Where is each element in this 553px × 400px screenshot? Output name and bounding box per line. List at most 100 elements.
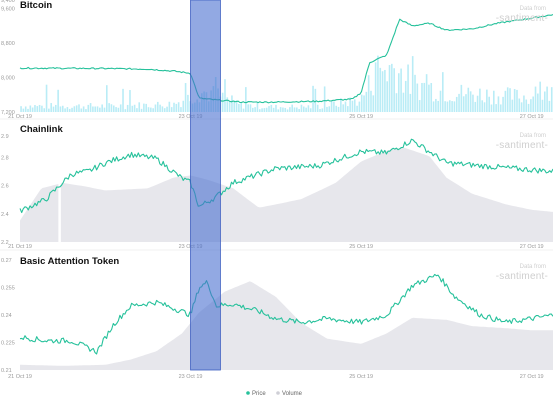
volume-bar [73,106,76,112]
volume-bar [293,107,296,112]
panel-title: Basic Attention Token [20,256,119,267]
volume-bar [261,108,263,112]
volume-bar [360,94,363,112]
volume-bar [391,63,393,112]
volume-bar [300,104,303,112]
x-tick-label: 27 Oct 19 [520,374,544,380]
volume-bar [152,108,154,112]
volume-bar [41,105,43,112]
volume-bar [439,90,442,112]
volume-bar [27,108,29,112]
price-line [19,138,553,214]
volume-area [20,147,553,242]
watermark-data-from: Data from [520,6,546,12]
volume-bar [94,106,97,112]
panel-title: Chainlink [20,124,63,135]
volume-bar [89,103,92,112]
volume-bar [161,106,164,112]
volume-bar [347,106,349,112]
volume-bar [80,108,83,112]
volume-bar [101,104,103,112]
volume-bar [458,93,460,112]
volume-bar [330,100,333,112]
volume-bar [245,87,247,112]
volume-bar [34,105,36,112]
volume-bar [99,107,101,112]
volume-bar [340,98,342,112]
volume-bar [108,103,110,112]
volume-bar [124,109,127,112]
volume-bar [446,101,449,112]
volume-bar [409,93,412,112]
volume-bar [275,104,277,112]
volume-bar [147,107,150,112]
volume-bar [221,92,224,112]
y-tick-label: 0.27 [1,258,12,264]
volume-bar [543,91,546,112]
volume-bar [335,105,338,112]
volume-bar [520,102,523,112]
volume-bar [277,109,280,112]
volume-bar [48,108,50,112]
volume-bar [309,108,312,112]
legend-label-price: Price [252,391,266,397]
volume-bar [428,84,430,112]
volume-bar [365,91,368,112]
volume-bar [363,95,365,112]
volume-bar [321,108,324,112]
volume-bar [263,108,266,112]
volume-bar [50,103,52,112]
volume-bar [119,104,122,112]
volume-bar [453,101,456,112]
volume-bar [421,82,423,112]
volume-bar [546,86,548,112]
volume-bar [96,106,99,112]
panel-title: Bitcoin [20,0,52,11]
volume-bar [353,99,356,112]
volume-bar [372,95,375,112]
volume-bar [367,75,370,112]
volume-bar [351,100,354,112]
volume-bar [328,106,331,112]
volume-bar [416,83,419,112]
volume-bar [38,104,41,112]
y-tick-label: 2.2 [1,240,9,246]
volume-bar [231,95,233,112]
volume-bar [131,105,134,112]
volume-bar [145,103,147,112]
volume-bar [344,101,347,112]
y-tick-label: 2.9 [1,134,9,140]
volume-bar [242,108,245,112]
volume-bar [388,65,391,112]
volume-bar [481,100,484,112]
volume-bar [106,85,108,112]
volume-bar [66,107,69,112]
y-tick-label: 2.6 [1,184,9,190]
volume-bar [386,81,389,112]
volume-bar [187,94,189,112]
volume-bar [265,107,268,112]
volume-bar [423,82,426,112]
volume-bar [374,62,377,112]
volume-bar [284,107,287,112]
legend-label-volume: Volume [282,391,303,397]
volume-bar [356,105,358,112]
volume-bar [451,101,453,112]
y-tick-label: 8,000 [1,76,15,82]
x-tick-label: 27 Oct 19 [520,244,544,250]
volume-bar [476,95,479,112]
volume-bar [326,106,328,112]
x-tick-label: 25 Oct 19 [349,244,373,250]
volume-bar [469,91,472,112]
y-tick-label: 0.255 [1,286,15,292]
volume-bar [537,93,539,112]
volume-bar [523,95,525,112]
legend: Price Volume [246,391,303,397]
volume-bar [140,108,143,112]
price-line [19,273,553,355]
y-tick-label: 9,600 [1,7,15,13]
volume-bar [414,74,416,112]
volume-bar [462,96,465,112]
volume-bar [43,108,46,112]
